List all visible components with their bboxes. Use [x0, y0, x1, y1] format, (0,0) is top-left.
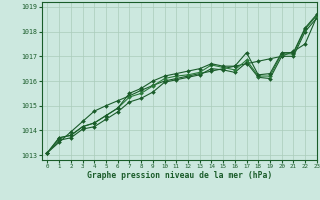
X-axis label: Graphe pression niveau de la mer (hPa): Graphe pression niveau de la mer (hPa) [87, 171, 272, 180]
